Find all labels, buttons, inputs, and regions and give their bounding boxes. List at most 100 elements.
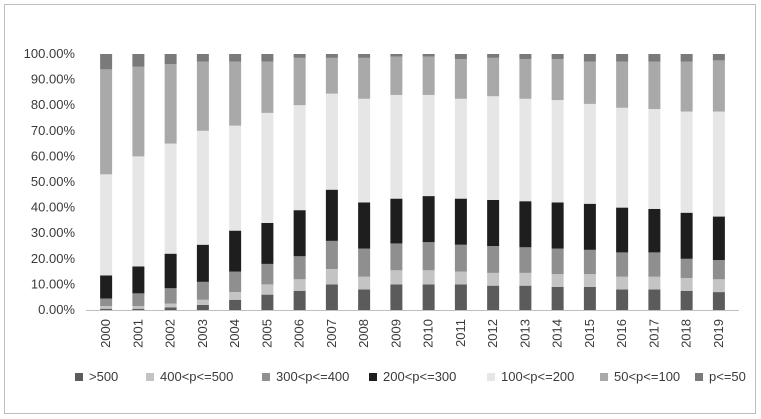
bar-segment bbox=[229, 271, 242, 293]
y-tick-label: 90.00% bbox=[31, 72, 76, 87]
bar-segment bbox=[132, 293, 145, 307]
bar-segment bbox=[293, 105, 306, 211]
bar-segment bbox=[712, 279, 725, 293]
bar-segment bbox=[132, 66, 145, 157]
bar-segment bbox=[164, 54, 177, 65]
bar-segment bbox=[132, 156, 145, 267]
legend: >500 400<p<=500 300<p<=400 200<p<=300 100<p<… bbox=[75, 369, 746, 384]
bar-segment bbox=[293, 210, 306, 257]
x-tick-label: 2009 bbox=[388, 319, 403, 348]
bar-segment bbox=[422, 54, 435, 57]
bar-segment bbox=[293, 256, 306, 280]
chart-frame bbox=[4, 4, 756, 414]
x-tick-label: 2012 bbox=[485, 319, 500, 348]
y-tick-label: 0.00% bbox=[38, 302, 75, 317]
x-tick-label: 2005 bbox=[259, 319, 274, 348]
bar-segment bbox=[196, 54, 209, 62]
bar-segment bbox=[454, 59, 467, 99]
bar-segment bbox=[325, 284, 338, 310]
bar-segment bbox=[358, 248, 371, 277]
legend-swatch bbox=[369, 373, 377, 381]
bar-segment bbox=[616, 252, 629, 277]
legend-swatch bbox=[695, 373, 703, 381]
bar-segment bbox=[390, 198, 403, 244]
bar-segment bbox=[680, 111, 693, 213]
bar-segment bbox=[583, 203, 596, 250]
bar-segment bbox=[454, 244, 467, 272]
bar-segment bbox=[454, 98, 467, 199]
bar-segment bbox=[648, 109, 661, 209]
bar-segment bbox=[358, 57, 371, 99]
bar-segment bbox=[551, 202, 564, 249]
bar-segment bbox=[519, 285, 532, 310]
x-axis: 2000 2001 2002 2003 2004 2005 2006 2007 2008 2009… bbox=[86, 310, 739, 348]
bar-segment bbox=[196, 61, 209, 131]
bar-segment bbox=[648, 289, 661, 310]
bar-segment bbox=[680, 258, 693, 278]
bar-segment bbox=[680, 212, 693, 259]
x-tick-label: 2007 bbox=[324, 319, 339, 348]
bar-segment bbox=[358, 289, 371, 310]
bar-segment bbox=[422, 56, 435, 95]
bar-segment bbox=[648, 208, 661, 253]
legend-label: 300<p<=400 bbox=[276, 369, 349, 384]
bar-segment bbox=[583, 61, 596, 104]
bar-segment bbox=[519, 59, 532, 99]
bar-segment bbox=[551, 59, 564, 101]
bar-segment bbox=[583, 249, 596, 275]
bar-segment bbox=[390, 54, 403, 57]
bar-segment bbox=[551, 274, 564, 287]
x-tick-label: 2019 bbox=[711, 319, 726, 348]
bar-segment bbox=[100, 54, 113, 70]
bar-segment bbox=[454, 271, 467, 285]
bar-segment bbox=[487, 199, 500, 246]
bar-segment bbox=[261, 294, 274, 310]
bar-segment bbox=[487, 285, 500, 310]
bar-segment bbox=[293, 57, 306, 106]
bar-segment bbox=[712, 292, 725, 310]
bar-segment bbox=[164, 64, 177, 144]
bar-segment bbox=[100, 174, 113, 276]
x-tick-label: 2002 bbox=[163, 319, 178, 348]
bar-segment bbox=[422, 242, 435, 271]
bar-segment bbox=[583, 286, 596, 310]
bar-segment bbox=[100, 308, 113, 310]
bar-segment bbox=[100, 306, 113, 309]
bar-segment bbox=[680, 278, 693, 291]
bar-segment bbox=[100, 298, 113, 307]
bar-segment bbox=[261, 61, 274, 113]
bar-segment bbox=[454, 284, 467, 310]
bar-segment bbox=[648, 54, 661, 62]
bar-segment bbox=[229, 125, 242, 231]
bar-segment bbox=[358, 98, 371, 203]
bar-segment bbox=[293, 54, 306, 58]
bar-segment bbox=[196, 281, 209, 300]
bar-segment bbox=[132, 306, 145, 309]
bar-segment bbox=[454, 198, 467, 245]
bar-segment bbox=[712, 216, 725, 261]
bar-segment bbox=[325, 189, 338, 241]
bar-segment bbox=[164, 253, 177, 289]
bar-segment bbox=[164, 303, 177, 308]
bar-segment bbox=[390, 270, 403, 285]
bar-segment bbox=[325, 269, 338, 285]
bar-segment bbox=[616, 61, 629, 108]
x-tick-label: 2006 bbox=[292, 319, 307, 348]
legend-label: 200<p<=300 bbox=[383, 369, 456, 384]
bar-segment bbox=[519, 201, 532, 248]
bar-segment bbox=[100, 69, 113, 175]
legend-swatch bbox=[262, 373, 270, 381]
bar-segment bbox=[358, 276, 371, 290]
x-tick-label: 2004 bbox=[227, 319, 242, 348]
bar-segment bbox=[454, 54, 467, 60]
bar-segment bbox=[325, 57, 338, 94]
bar-segment bbox=[648, 61, 661, 110]
y-tick-label: 100.00% bbox=[24, 46, 76, 61]
bar-segment bbox=[422, 270, 435, 285]
x-tick-label: 2008 bbox=[356, 319, 371, 348]
bar-segment bbox=[422, 284, 435, 310]
bar-segment bbox=[261, 222, 274, 264]
x-tick-label: 2011 bbox=[453, 319, 468, 347]
bar-segment bbox=[583, 54, 596, 62]
y-tick-label: 70.00% bbox=[31, 123, 76, 138]
